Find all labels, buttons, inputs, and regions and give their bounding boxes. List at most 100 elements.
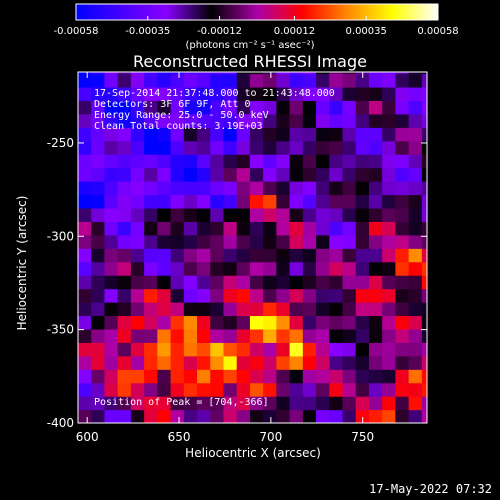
heatmap-cell xyxy=(144,302,158,317)
heatmap-cell xyxy=(157,409,172,423)
heatmap-cell xyxy=(276,86,291,101)
heatmap-cell xyxy=(289,409,304,423)
heatmap-cell xyxy=(395,234,410,249)
heatmap-cell xyxy=(355,154,370,169)
heatmap-cell xyxy=(223,275,238,290)
heatmap-cell xyxy=(78,207,92,222)
heatmap-cell xyxy=(144,154,158,169)
heatmap-cell xyxy=(183,72,198,75)
heatmap-cell xyxy=(197,355,211,370)
heatmap-cell xyxy=(355,261,370,276)
heatmap-cell xyxy=(144,409,158,423)
heatmap-cell xyxy=(197,73,211,88)
heatmap-cell xyxy=(329,275,344,290)
heatmap-cell xyxy=(289,207,304,222)
heatmap-cell xyxy=(117,315,132,330)
heatmap-cell xyxy=(170,221,185,236)
heatmap-cell xyxy=(329,369,344,384)
heatmap-cell xyxy=(183,86,198,101)
heatmap-cell xyxy=(302,261,317,276)
heatmap-cell xyxy=(210,181,225,196)
heatmap-cell xyxy=(342,154,357,169)
heatmap-cell xyxy=(249,181,264,196)
heatmap-cell xyxy=(210,167,225,182)
heatmap-cell xyxy=(104,72,119,75)
heatmap-cell xyxy=(276,234,291,249)
heatmap-cell xyxy=(408,248,423,263)
heatmap-cell xyxy=(289,396,304,411)
heatmap-cell xyxy=(91,315,106,330)
heatmap-cell xyxy=(408,100,423,115)
heatmap-cell xyxy=(117,342,132,357)
heatmap-cell xyxy=(130,154,145,169)
heatmap-cell xyxy=(236,140,251,155)
heatmap-cell xyxy=(382,127,397,142)
heatmap-cell xyxy=(223,113,238,128)
heatmap-cell xyxy=(263,315,277,330)
heatmap-cell xyxy=(130,234,145,249)
colorbar-units-label: (photons cm⁻² s⁻¹ asec⁻²) xyxy=(185,40,315,51)
heatmap-cell xyxy=(197,234,211,249)
heatmap-cell xyxy=(197,302,211,317)
heatmap-cell xyxy=(170,167,185,182)
heatmap-cell xyxy=(183,73,198,88)
heatmap-cell xyxy=(382,113,397,128)
heatmap-cell xyxy=(355,396,370,411)
heatmap-cell xyxy=(408,194,423,209)
info-line-time: 17-Sep-2014 21:37:48.000 to 21:43:48.000 xyxy=(94,88,335,99)
heatmap-cell xyxy=(223,248,238,263)
heatmap-cell xyxy=(289,328,304,343)
heatmap-cell xyxy=(236,275,251,290)
heatmap-cell xyxy=(316,342,330,357)
heatmap-cell xyxy=(329,113,344,128)
heatmap-cell xyxy=(157,140,172,155)
colorbar-tick-label: 0.00058 xyxy=(417,26,458,37)
heatmap-cell xyxy=(183,127,198,142)
heatmap-cell xyxy=(302,275,317,290)
heatmap-cell xyxy=(421,409,427,423)
heatmap-cell xyxy=(130,288,145,303)
heatmap-cell xyxy=(197,100,211,115)
heatmap-cell xyxy=(316,140,330,155)
heatmap-cell xyxy=(276,100,291,115)
heatmap-cell xyxy=(236,396,251,411)
heatmap-cell xyxy=(130,409,145,423)
heatmap-cell xyxy=(144,396,158,411)
heatmap-cell xyxy=(382,369,397,384)
heatmap-cell xyxy=(342,328,357,343)
heatmap-cell xyxy=(382,248,397,263)
heatmap-cell xyxy=(157,315,172,330)
heatmap-cell xyxy=(210,355,225,370)
heatmap-cell xyxy=(355,315,370,330)
heatmap-cell xyxy=(117,73,132,88)
heatmap-cell xyxy=(276,207,291,222)
heatmap-cell xyxy=(236,181,251,196)
heatmap-cell xyxy=(382,275,397,290)
heatmap-cell xyxy=(421,100,427,115)
heatmap-cell xyxy=(117,261,132,276)
heatmap-cell xyxy=(183,167,198,182)
heatmap-cell xyxy=(78,194,92,209)
heatmap-cell xyxy=(329,72,344,75)
heatmap-cell xyxy=(236,328,251,343)
heatmap-cell xyxy=(210,100,225,115)
heatmap-cell xyxy=(170,86,185,101)
heatmap-cell xyxy=(368,72,383,75)
heatmap-cell xyxy=(368,127,383,142)
heatmap-cell xyxy=(183,234,198,249)
heatmap-cell xyxy=(144,207,158,222)
heatmap-cell xyxy=(368,167,383,182)
heatmap-cell xyxy=(91,409,106,423)
footer-timestamp: 17-May-2022 07:32 xyxy=(369,482,492,496)
heatmap-cell xyxy=(395,154,410,169)
heatmap-cell xyxy=(382,140,397,155)
heatmap-cell xyxy=(302,100,317,115)
heatmap-cell xyxy=(210,342,225,357)
heatmap-cell xyxy=(368,275,383,290)
heatmap-cell xyxy=(355,248,370,263)
heatmap-cell xyxy=(249,328,264,343)
heatmap-cell xyxy=(395,396,410,411)
heatmap-cell xyxy=(157,73,172,88)
heatmap-cell xyxy=(91,288,106,303)
heatmap-cell xyxy=(249,140,264,155)
